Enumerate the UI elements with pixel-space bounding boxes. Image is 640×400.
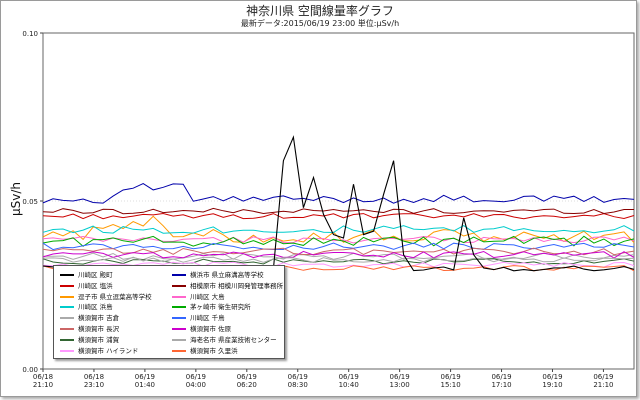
legend-swatch [60,328,74,330]
legend-swatch [172,317,186,320]
x-tick-time: 15:10 [440,381,460,389]
legend-swatch [60,274,74,276]
series-line [42,225,635,234]
legend-label: 横須賀市 佐原 [190,325,232,333]
series-line [42,207,634,215]
x-tick-date: 06/19 [440,373,460,381]
x-tick-time: 23:10 [84,381,104,389]
legend-label: 川崎区 殿町 [78,271,113,279]
legend-label: 横須賀市 久里浜 [190,346,238,355]
chart-subtitle: 最新データ:2015/06/19 23:00 単位:μSv/h [240,19,400,28]
x-tick-time: 04:00 [186,381,206,389]
legend-label: 横浜市 県立麻溝高等学校 [190,271,264,279]
series-line [42,247,635,256]
x-tick-date: 06/19 [237,373,257,381]
x-tick-date: 06/19 [339,373,359,381]
series-line [42,250,635,259]
x-tick-time: 19:10 [542,381,562,389]
legend-swatch [60,306,74,309]
series-line [42,212,635,220]
legend-swatch [60,284,74,287]
x-tick-date: 06/19 [491,373,511,381]
x-tick-time: 13:00 [390,381,410,389]
legend-label: 川崎区 千鳥 [190,314,225,323]
legend-swatch [172,274,186,276]
series-line [42,235,635,247]
x-tick-date: 06/18 [33,373,53,381]
series-line [42,261,635,268]
x-tick-time: 08:30 [288,381,308,389]
x-tick-time: 06:20 [237,381,257,389]
legend-swatch [172,284,186,287]
legend-label: 横須賀市 吉倉 [78,314,120,323]
legend-swatch [172,328,186,330]
legend-label: 横須賀市 浦賀 [78,335,120,344]
x-tick-date: 06/19 [186,373,206,381]
legend-swatch [60,295,74,298]
series-line [42,215,635,243]
x-tick-date: 06/19 [390,373,410,381]
x-tick-time: 21:10 [593,381,613,389]
legend-label: 横須賀市 長沢 [78,325,120,333]
x-tick-date: 06/19 [542,373,562,381]
x-tick-time: 01:40 [135,381,155,389]
legend-swatch [60,338,74,341]
x-tick-date: 06/19 [135,373,155,381]
legend-swatch [172,306,186,309]
series-line [42,258,635,265]
legend-swatch [172,338,186,341]
legend-swatch [60,349,74,352]
x-tick-time: 21:10 [33,381,53,389]
series-line [42,252,635,261]
legend-label: 川崎区 大島 [190,292,225,301]
legend-label: 茅ヶ崎市 衛生研究所 [190,303,251,312]
x-tick-date: 06/19 [288,373,308,381]
y-tick-label: 0.10 [22,30,38,38]
x-tick-time: 17:10 [491,381,511,389]
x-tick-date: 06/19 [593,373,613,381]
legend-label: 川崎区 浜島 [78,303,113,312]
legend-label: 海老名市 県産業技術センター [190,335,277,344]
y-tick-label: 0.00 [22,366,38,374]
legend-swatch [60,317,74,320]
legend: 川崎区 殿町 横浜市 県立麻溝高等学校川崎区 塩浜 相模原市 相模川岡発管理事務所逗… [53,265,285,359]
legend-label: 川崎区 塩浜 [78,281,113,290]
x-tick-date: 06/18 [84,373,104,381]
series-line [42,183,635,204]
legend-swatch [172,349,186,352]
y-tick-label: 0.05 [22,198,38,206]
legend-swatch [172,295,186,298]
series-line [42,256,635,263]
legend-label: 相模原市 相模川岡発管理事務所 [190,281,284,290]
chart-title: 神奈川県 空間線量率グラフ [246,4,394,18]
x-tick-time: 10:40 [339,381,359,389]
legend-label: 横須賀市 ハイランド [78,346,139,355]
legend-label: 逗子市 県立逗葉高等学校 [78,292,152,301]
